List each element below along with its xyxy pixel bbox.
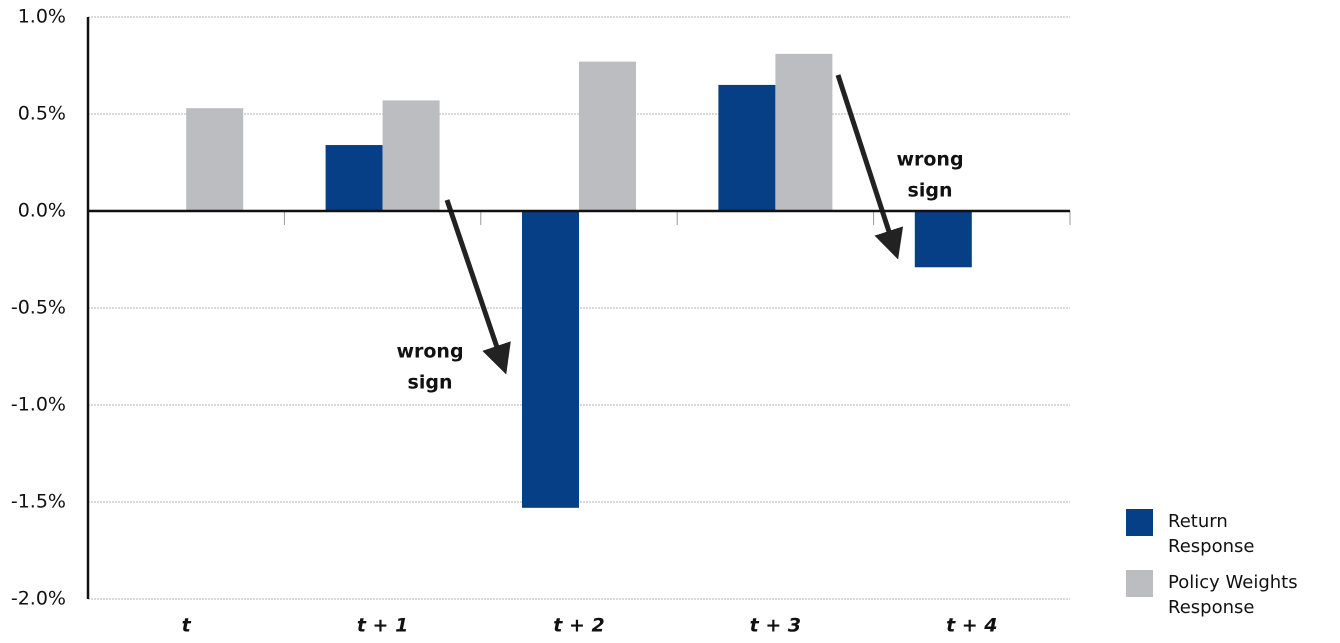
y-tick-label: -2.0% [11, 588, 66, 610]
y-tick-label: 0.5% [18, 103, 66, 125]
y-tick-label: 1.0% [18, 6, 66, 28]
arrow [835, 74, 904, 260]
annotation: sign [408, 372, 453, 394]
annotation: wrong [896, 149, 963, 171]
legend-label: Return Response [1168, 511, 1255, 557]
x-tick-label: t + 3 [750, 615, 801, 637]
y-tick-label: 0.0% [18, 200, 66, 222]
y-tick-label: -1.5% [11, 491, 66, 513]
bar [522, 211, 579, 508]
x-tick-label: t + 2 [553, 615, 604, 637]
legend-label: Policy Weights Response [1168, 572, 1298, 618]
annotation: wrong [396, 341, 463, 363]
bar [579, 61, 636, 212]
legend-item: Return Response [1126, 509, 1318, 559]
bar [325, 145, 383, 211]
annotation: sign [908, 180, 953, 202]
bar [914, 211, 972, 268]
legend-swatch [1126, 570, 1153, 597]
legend-swatch [1126, 509, 1153, 536]
bars [186, 53, 972, 508]
bar [382, 100, 440, 211]
x-tick-label: t [182, 615, 192, 637]
bar [186, 108, 244, 211]
legend-item: Policy Weights Response [1126, 570, 1318, 620]
arrow [444, 199, 511, 375]
bar [775, 53, 833, 211]
x-tick-label: t + 4 [946, 615, 997, 637]
x-tick-label: t + 1 [357, 615, 408, 637]
y-tick-label: -0.5% [11, 297, 66, 319]
y-tick-label: -1.0% [11, 394, 66, 416]
bar [718, 84, 776, 211]
